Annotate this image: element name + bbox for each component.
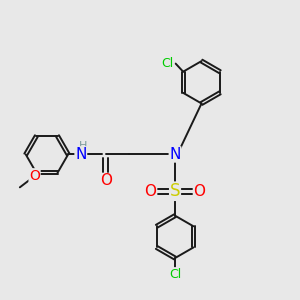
Text: N: N — [169, 147, 181, 162]
Text: O: O — [194, 184, 206, 199]
Text: O: O — [29, 169, 40, 183]
Text: Cl: Cl — [169, 268, 181, 281]
Text: O: O — [145, 184, 157, 199]
Text: Cl: Cl — [161, 57, 174, 70]
Text: S: S — [170, 182, 180, 200]
Text: H: H — [79, 141, 87, 151]
Text: N: N — [75, 147, 86, 162]
Text: O: O — [100, 173, 112, 188]
